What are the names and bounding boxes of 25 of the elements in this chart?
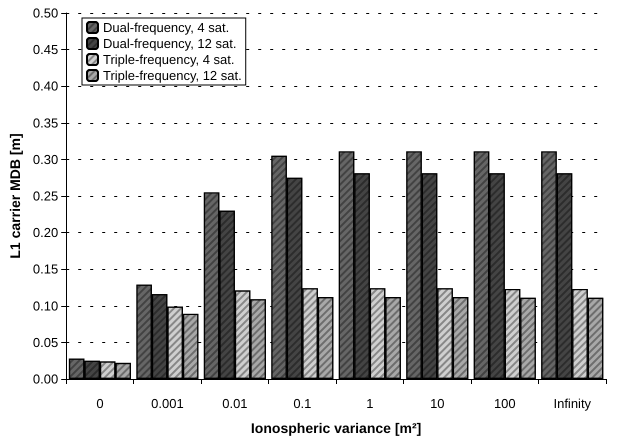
y-tick-label: 0.15 bbox=[32, 262, 58, 277]
y-axis-title: L1 carrier MDB [m] bbox=[7, 133, 23, 259]
x-tick-label: Infinity bbox=[553, 396, 592, 411]
legend-label: Dual-frequency, 4 sat. bbox=[103, 20, 230, 35]
y-tick-label: 0.50 bbox=[32, 6, 58, 20]
y-tick-label: 0.20 bbox=[32, 225, 58, 240]
legend-label: Triple-frequency, 4 sat. bbox=[103, 52, 234, 67]
y-tick-label: 0.25 bbox=[32, 188, 58, 204]
y-tick-label: 0.40 bbox=[32, 78, 58, 94]
y-tick-label: 0.10 bbox=[32, 298, 58, 314]
y-tick-label: 0.30 bbox=[32, 152, 58, 167]
x-tick-label: 1 bbox=[366, 396, 374, 411]
y-tick-label: 0.45 bbox=[32, 42, 58, 58]
x-tick-label: 0 bbox=[96, 396, 104, 411]
legend-label: Triple-frequency, 12 sat. bbox=[103, 68, 242, 83]
x-tick-label: 10 bbox=[430, 396, 445, 411]
x-axis-title: Ionospheric variance [m²] bbox=[250, 420, 422, 436]
y-tick-label: 0.00 bbox=[32, 372, 58, 386]
x-tick-label: 100 bbox=[494, 396, 516, 411]
legend-label: Dual-frequency, 12 sat. bbox=[103, 36, 236, 51]
x-tick-label: 0.001 bbox=[151, 396, 184, 411]
x-tick-label: 0.01 bbox=[222, 396, 248, 411]
y-tick-label: 0.35 bbox=[32, 115, 58, 130]
x-tick-label: 0.1 bbox=[293, 396, 312, 411]
y-tick-label: 0.05 bbox=[32, 334, 58, 350]
